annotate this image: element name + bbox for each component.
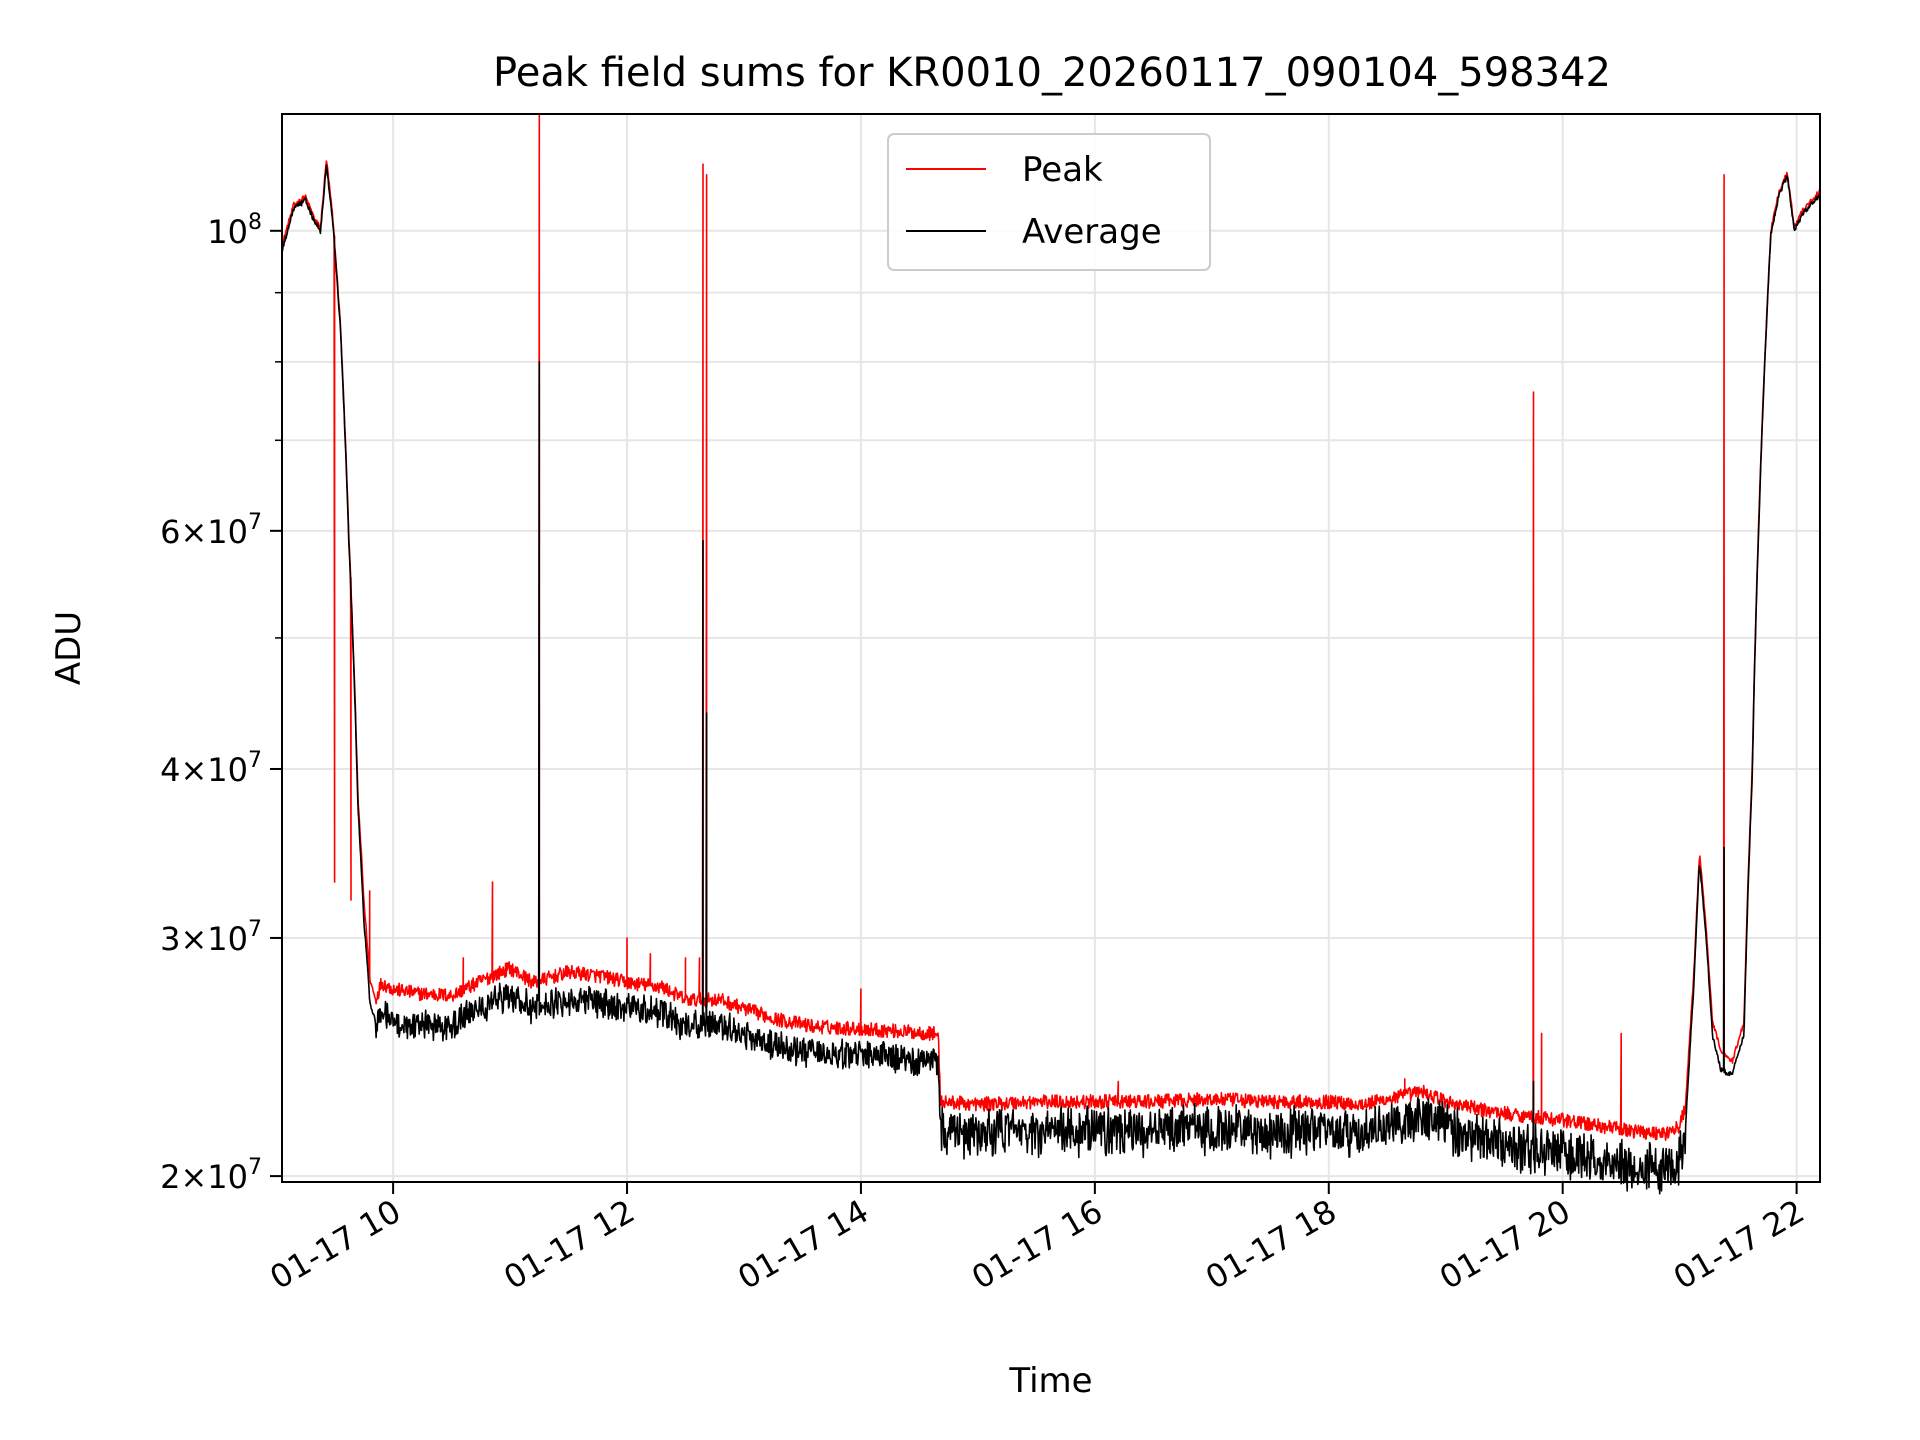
y-tick-base: 3 xyxy=(160,920,180,958)
y-tick-exponent: 7 xyxy=(248,917,262,942)
y-tick-label: 3×107 xyxy=(160,917,262,958)
y-tick-label: 108 xyxy=(207,210,262,251)
y-tick-base: 4 xyxy=(160,751,180,789)
plot-frame xyxy=(281,113,1821,1183)
y-tick-times: × xyxy=(180,751,207,789)
y-tick-label: 6×107 xyxy=(160,510,262,551)
y-tick-exponent: 7 xyxy=(248,510,262,535)
y-tick-ten: 10 xyxy=(207,751,248,789)
y-tick-times: × xyxy=(180,920,207,958)
y-tick-base: 2 xyxy=(160,1158,180,1196)
y-tick-exponent: 7 xyxy=(248,1155,262,1180)
legend-label-average: Average xyxy=(1022,212,1162,252)
legend: Peak Average xyxy=(887,133,1211,271)
y-tick-label: 2×107 xyxy=(160,1155,262,1196)
y-tick-ten: 10 xyxy=(207,1158,248,1196)
y-tick-base: 6 xyxy=(160,513,180,551)
y-tick-ten: 10 xyxy=(207,213,248,251)
y-tick-times: × xyxy=(180,1158,207,1196)
series-line-peak xyxy=(281,113,1821,1141)
y-tick-exponent: 7 xyxy=(248,748,262,773)
series-lines xyxy=(281,113,1821,1195)
chart-title: Peak field sums for KR0010_20260117_0901… xyxy=(493,50,1611,96)
series-line-average xyxy=(281,164,1821,1195)
y-tick-times: × xyxy=(180,513,207,551)
y-tick-ten: 10 xyxy=(207,920,248,958)
y-tick-label: 4×107 xyxy=(160,748,262,789)
y-tick-ten: 10 xyxy=(207,513,248,551)
y-axis-label: ADU xyxy=(49,611,89,685)
y-tick-exponent: 8 xyxy=(248,210,262,235)
legend-label-peak: Peak xyxy=(1022,150,1103,190)
x-axis-label: Time xyxy=(1008,1361,1092,1401)
